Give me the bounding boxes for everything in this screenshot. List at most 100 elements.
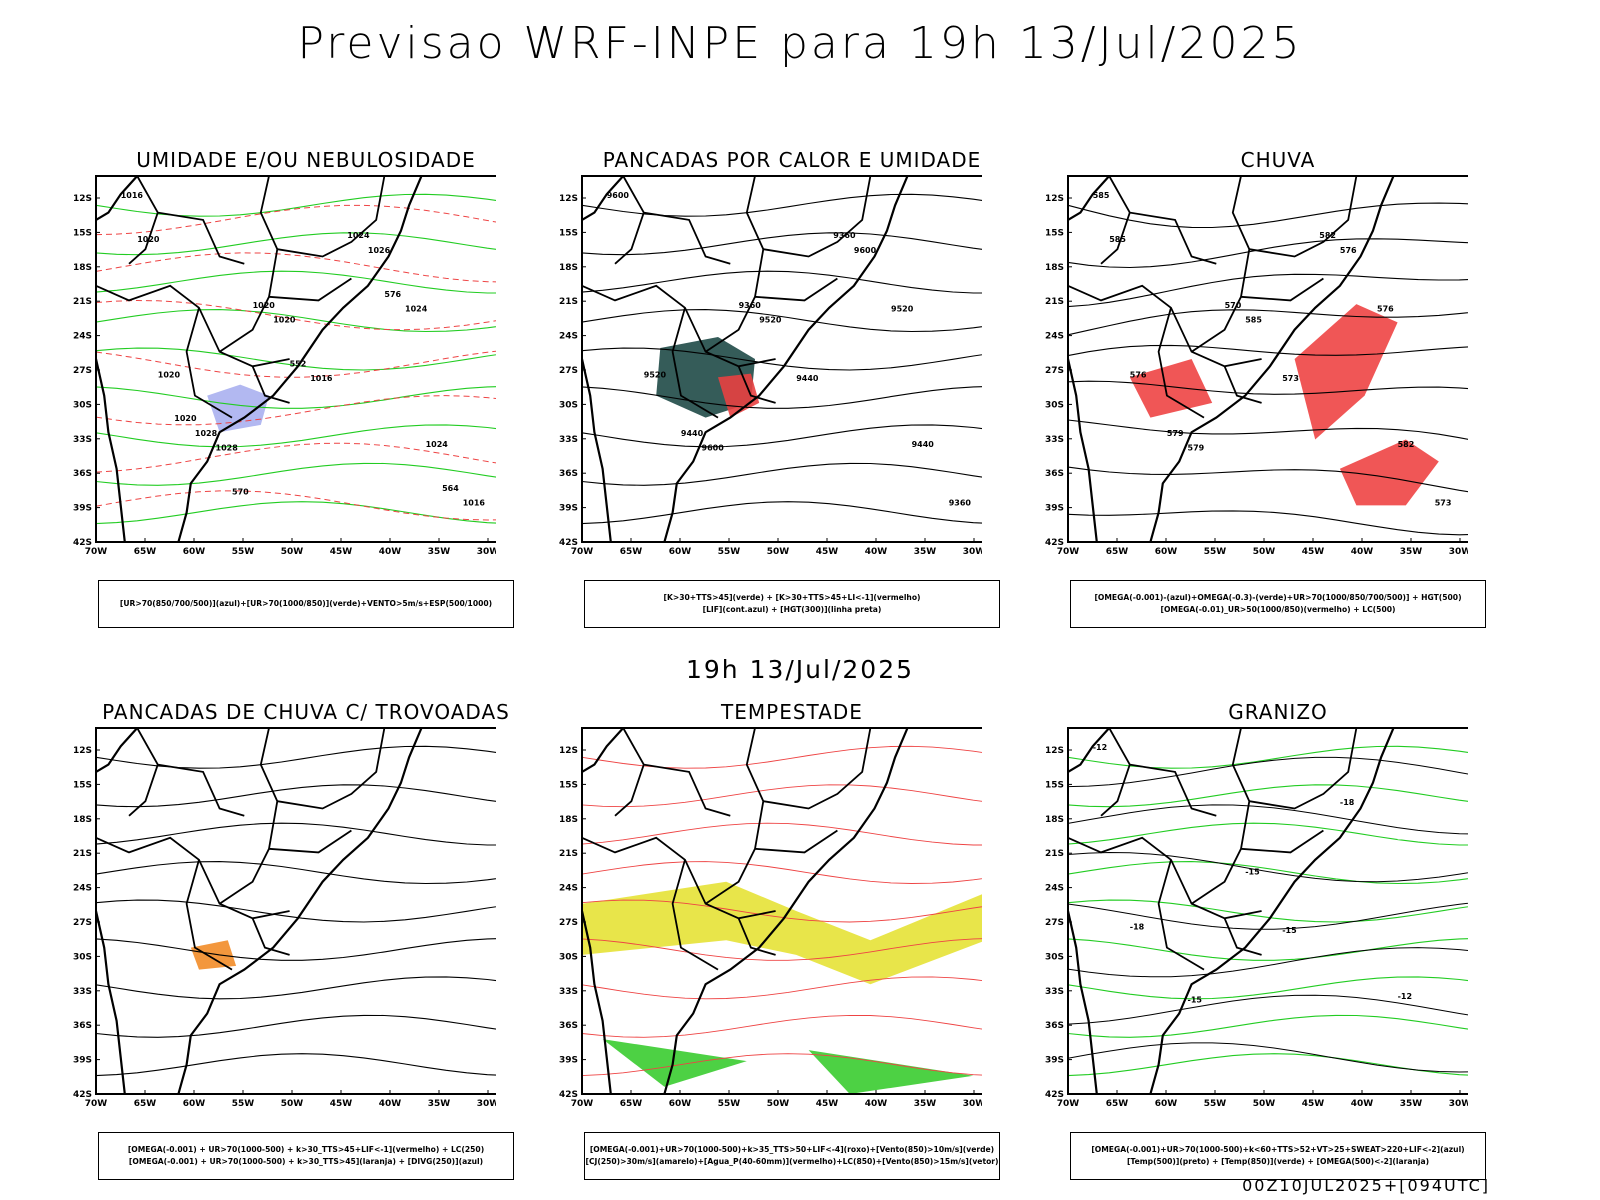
x-tick-label: 55W (1204, 1099, 1227, 1109)
contour-line (581, 386, 982, 409)
x-tick-label: 30W (963, 1099, 982, 1109)
contour-line (1067, 309, 1468, 336)
country-border (705, 727, 765, 905)
contour-value-label: 579 (1167, 429, 1184, 438)
x-tick-label: 30W (963, 547, 982, 557)
x-tick-label: 30W (477, 547, 496, 557)
y-tick-label: 15S (73, 228, 92, 238)
y-tick-label: 15S (559, 228, 578, 238)
coastline (1066, 358, 1098, 543)
contour-line (581, 501, 982, 525)
x-tick-label: 30W (1449, 1099, 1468, 1109)
y-tick-label: 36S (73, 469, 92, 479)
x-tick-label: 45W (816, 1099, 839, 1109)
y-tick-label: 30S (73, 400, 92, 410)
contour-line (1067, 510, 1468, 536)
coastline (1149, 727, 1395, 1095)
x-tick-label: 60W (1155, 1099, 1178, 1109)
x-tick-label: 60W (183, 547, 206, 557)
contour-value-label: -12 (1093, 743, 1107, 752)
contour-value-label: 1028 (195, 429, 218, 438)
x-tick-label: 65W (620, 547, 643, 557)
contour-value-label: 564 (442, 484, 459, 493)
contour-value-label: 552 (290, 359, 307, 368)
map-umidade: 1016 1020 1024 1028 1026 1020 1016 1016 1020 1024… (73, 175, 496, 557)
secondary-contour-line (1067, 851, 1468, 883)
contour-value-label: 9600 (607, 191, 630, 200)
y-tick-label: 12S (1045, 194, 1064, 204)
panel-title: PANCADAS DE CHUVA C/ TROVOADAS (102, 700, 510, 724)
legend-line: [OMEGA(-0.001)+UR>70(1000-500)+k>35_TTS>… (589, 1145, 995, 1154)
y-tick-label: 36S (1045, 469, 1064, 479)
legend-line: [K>30+TTS>45](verde) + [K>30+TTS>45+LI<-… (663, 593, 921, 602)
secondary-contour-line (1067, 756, 1468, 788)
country-border (95, 836, 290, 920)
contour-line (581, 232, 982, 256)
contour-line (95, 745, 496, 769)
legend-box: [OMEGA(-0.001)-(azul)+OMEGA(-0.3)-(verde… (1070, 580, 1486, 628)
map-pancadas-calor: 9600 9520 9440 9600 9600 9520 9440 9360 9360 9520… (559, 175, 982, 557)
contour-line (95, 1014, 496, 1038)
y-tick-label: 21S (1045, 297, 1064, 307)
contour-value-label: 570 (232, 487, 249, 496)
country-border (251, 917, 290, 956)
contour-value-label: -18 (1130, 922, 1145, 931)
country-border (737, 917, 776, 956)
x-tick-label: 65W (620, 1099, 643, 1109)
country-border (219, 175, 279, 353)
y-tick-label: 27S (1045, 366, 1064, 376)
contour-value-label: -15 (1188, 996, 1203, 1005)
y-tick-label: 27S (73, 918, 92, 928)
contour-line (581, 822, 982, 846)
contour-line (1067, 861, 1468, 885)
contour-value-label: 9520 (644, 370, 667, 379)
y-tick-label: 30S (1045, 952, 1064, 962)
contour-value-label: 9520 (759, 315, 782, 324)
contour-line (95, 347, 496, 371)
secondary-contour-line (1067, 994, 1468, 1025)
contour-line (1067, 976, 1468, 1000)
x-tick-label: 45W (1302, 1099, 1325, 1109)
country-border (128, 212, 159, 265)
coastline (580, 910, 612, 1095)
country-border (622, 727, 731, 817)
country-border (1191, 175, 1251, 353)
secondary-contour-line (95, 252, 496, 283)
forecast-time-label: 19h 13/Jul/2025 (685, 655, 915, 684)
y-tick-label: 30S (73, 952, 92, 962)
y-tick-label: 18S (559, 263, 578, 273)
country-border (614, 212, 645, 265)
coastline (94, 358, 126, 543)
contour-value-label: 576 (384, 290, 401, 299)
contour-line (1067, 822, 1468, 846)
y-tick-label: 39S (559, 1056, 578, 1066)
country-border (268, 277, 352, 302)
secondary-contour-line (95, 490, 496, 521)
contour-value-label: 573 (1435, 498, 1452, 507)
country-border (136, 727, 245, 817)
contour-line (95, 861, 496, 885)
panel-chuva: CHUVA 585 585 582 579 576 576 573 573 570 576 579 5… (1038, 148, 1538, 628)
x-tick-label: 35W (1400, 547, 1423, 557)
contour-value-label: 1016 (463, 498, 486, 507)
panel-title: CHUVA (1240, 148, 1316, 172)
map-frame (95, 727, 496, 1095)
contour-value-label: 9440 (681, 429, 704, 438)
y-tick-label: 15S (559, 780, 578, 790)
contour-value-label: 1024 (347, 231, 370, 240)
contour-value-label: 576 (1130, 370, 1147, 379)
country-border (185, 859, 233, 971)
legend-box: [K>30+TTS>45](verde) + [K>30+TTS>45+LI<-… (584, 580, 1000, 628)
contour-value-label: -15 (1282, 926, 1297, 935)
contour-line (95, 232, 496, 256)
coastline (95, 175, 139, 221)
contour-line (95, 270, 496, 294)
contour-value-label: 576 (1340, 246, 1357, 255)
contour-line (581, 270, 982, 294)
y-tick-label: 21S (559, 297, 578, 307)
country-border (251, 365, 290, 404)
x-tick-label: 45W (330, 1099, 353, 1109)
y-tick-label: 12S (73, 194, 92, 204)
contour-value-label: 585 (1093, 191, 1110, 200)
y-tick-label: 42S (559, 538, 578, 548)
